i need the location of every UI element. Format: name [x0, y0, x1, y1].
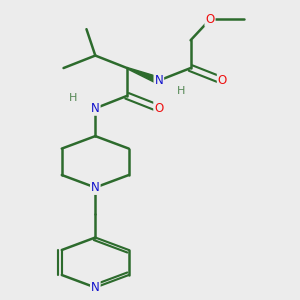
Text: O: O — [218, 74, 227, 87]
Text: H: H — [69, 93, 78, 103]
Text: O: O — [154, 102, 164, 115]
Text: N: N — [91, 102, 100, 115]
Text: O: O — [206, 13, 214, 26]
Text: N: N — [91, 281, 100, 294]
Text: N: N — [154, 74, 163, 87]
Text: N: N — [91, 181, 100, 194]
Polygon shape — [127, 68, 161, 83]
Text: H: H — [176, 86, 185, 96]
